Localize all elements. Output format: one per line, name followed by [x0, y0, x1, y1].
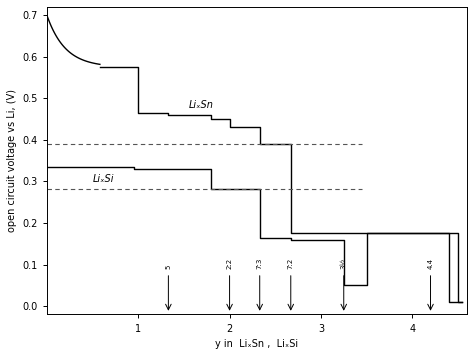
Text: LiₓSi: LiₓSi	[92, 174, 114, 184]
X-axis label: y in  LiₓSn ,  LiₓSi: y in LiₓSn , LiₓSi	[215, 339, 299, 349]
Text: 5: 5	[165, 265, 172, 269]
Text: 2:2: 2:2	[227, 258, 233, 269]
Text: 7:3: 7:3	[257, 257, 263, 269]
Text: 3½: 3½	[341, 257, 347, 269]
Text: 7:2: 7:2	[288, 257, 294, 269]
Y-axis label: open circuit voltage vs Li, (V): open circuit voltage vs Li, (V)	[7, 89, 17, 232]
Text: LiₓSn: LiₓSn	[189, 100, 213, 110]
Text: 4.4: 4.4	[428, 258, 434, 269]
